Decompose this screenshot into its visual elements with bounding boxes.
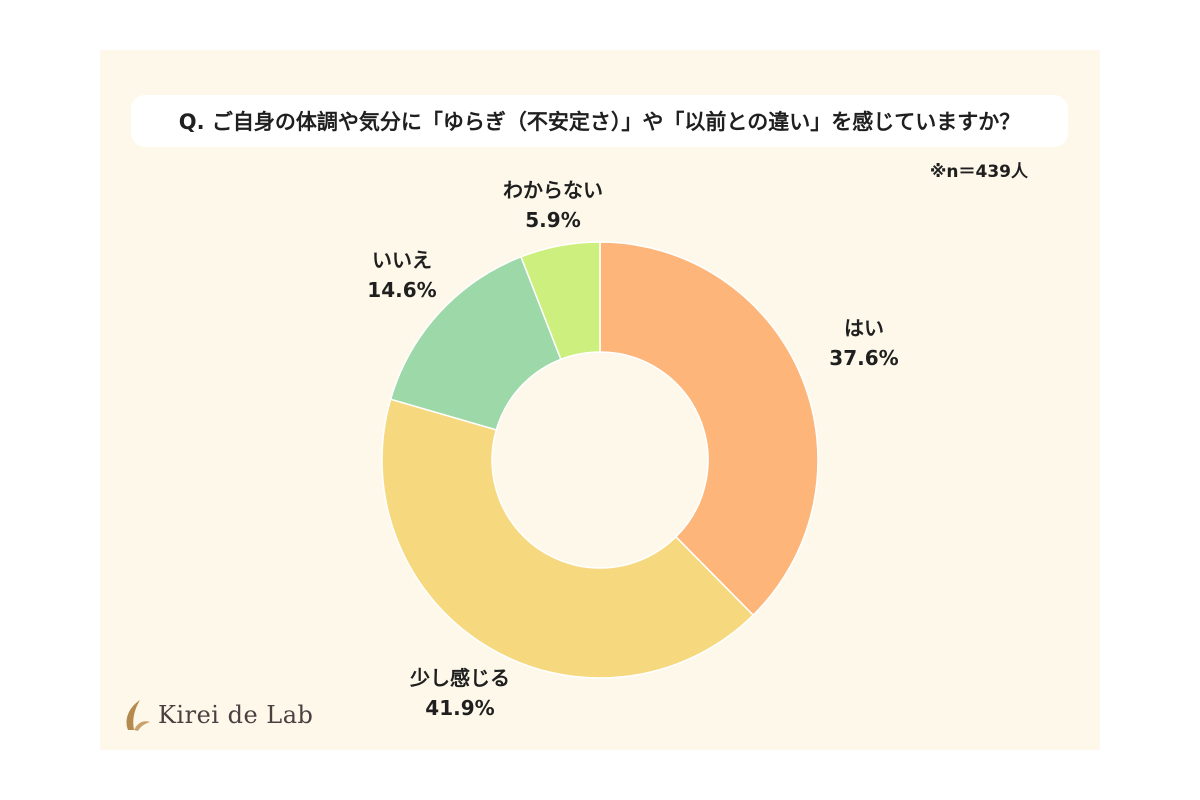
sample-size-note: ※n＝439人 bbox=[929, 162, 1028, 182]
slice-label-4: わからない bbox=[503, 178, 603, 202]
brand-name: Kirei de Lab bbox=[158, 701, 314, 729]
donut-chart: はい 37.6% 少し感じる 41.9% いいえ 14.6% わからない 5.9% bbox=[367, 178, 898, 720]
slice-value-label-1: 37.6% bbox=[829, 346, 898, 370]
slice-2 bbox=[381, 398, 755, 679]
brand-logo: Kirei de Lab bbox=[122, 698, 313, 732]
slice-1 bbox=[599, 241, 819, 617]
slice-value-label-3: 14.6% bbox=[367, 278, 436, 302]
question-text: Q. ご自身の体調や気分に「ゆらぎ（不安定さ）」や「以前との違い」を感じています… bbox=[178, 110, 1021, 134]
chart-panel: Q. ご自身の体調や気分に「ゆらぎ（不安定さ）」や「以前との違い」を感じています… bbox=[100, 50, 1100, 750]
leaf-logo-icon bbox=[126, 700, 150, 731]
slice-3 bbox=[389, 255, 562, 431]
question-title: Q. ご自身の体調や気分に「ゆらぎ（不安定さ）」や「以前との違い」を感じています… bbox=[131, 95, 1068, 147]
slice-4 bbox=[520, 241, 601, 361]
slice-value-label-4: 5.9% bbox=[525, 208, 580, 232]
slice-label-3: いいえ bbox=[372, 248, 432, 272]
slice-value-label-2: 41.9% bbox=[425, 696, 494, 720]
slice-label-1: はい bbox=[844, 316, 884, 340]
slice-label-2: 少し感じる bbox=[409, 666, 510, 690]
